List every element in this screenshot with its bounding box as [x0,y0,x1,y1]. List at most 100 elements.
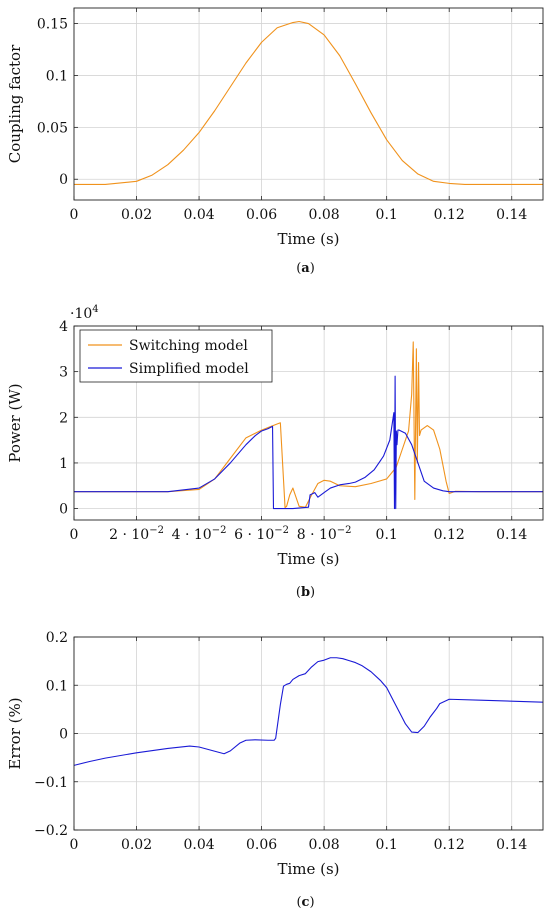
x-tick-label-text: 2 · 10 [109,527,149,543]
x-tick-label: 0.1 [376,207,398,223]
plot-frame [73,7,544,201]
y-tick-label: −0.2 [34,823,68,839]
x-tick-label: 0.14 [496,207,527,223]
x-tick-label: 0 [70,207,79,223]
chart-panel-a: 0 0.02 0.04 0.06 0.08 0.1 0.12 0.14 0 0.05 0.1 0.15… [6,7,544,276]
series-line-1 [73,657,544,766]
x-tick-label: 0.12 [434,527,465,543]
y-tick-label: 2 [59,410,68,426]
x-tick-label: 0.1 [376,837,398,853]
x-tick-label-text: 0.1 [376,527,398,543]
x-tick-label-text: 8 · 10 [297,527,337,543]
caption-part: c [302,895,310,910]
x-tick-label: 0 [70,527,79,543]
x-tick-label: 0.1 [376,527,398,543]
y-scale-factor-exponent: 4 [92,304,98,315]
y-tick-label: 3 [59,365,68,381]
legend-label-1: Switching model [129,338,248,354]
caption-part: ( [296,585,301,600]
x-tick-label: 0.08 [309,837,340,853]
y-scale-factor: ·104 [70,304,99,322]
chart-panel-c: 0 0.02 0.04 0.06 0.08 0.1 0.12 0.14 −0.2 −0.1 0 0.1… [6,630,544,910]
legend-label-2: Simplified model [129,361,249,377]
x-tick-label-exponent: −2 [274,525,289,536]
series-line-1 [74,20,543,185]
x-tick-label-text: 0.14 [496,837,527,853]
caption-part: ( [296,261,301,276]
x-tick-label-exponent: −2 [149,525,164,536]
y-tick-label: 0 [59,502,68,518]
plot-frame [73,325,544,521]
y-tick-label: −0.1 [34,775,68,791]
x-tick-label: 0.04 [183,837,214,853]
x-tick-label: 0.08 [309,207,340,223]
x-tick-label-text: 0.06 [246,837,277,853]
x-tick-label: 0.06 [246,837,277,853]
x-tick-label-exponent: −2 [212,525,227,536]
caption-part: a [301,261,310,276]
x-tick-label: 0.02 [121,207,152,223]
x-tick-label: 0.12 [434,837,465,853]
x-tick-label-text: 0.04 [183,837,214,853]
x-tick-label: 0.14 [496,527,527,543]
y-tick-label: 0.05 [37,120,68,136]
y-axis-label: Coupling factor [6,44,24,163]
x-tick-label-text: 0 [70,837,79,853]
y-tick-label: 0.2 [46,630,68,646]
x-tick-label: 0.12 [434,207,465,223]
x-tick-label-text: 6 · 10 [234,527,274,543]
x-tick-label: 0 [70,837,79,853]
x-axis-label: Time (s) [277,230,339,248]
x-tick-label: 2 · 10−2 [109,525,164,543]
x-axis-label: Time (s) [277,550,339,568]
x-tick-label: 0.06 [246,207,277,223]
y-axis-label: Power (W) [6,383,24,462]
x-tick-label-text: 4 · 10 [172,527,212,543]
x-tick-label-text: 0 [70,527,79,543]
panel-caption: (c) [296,895,314,910]
series-line-1 [74,341,543,509]
y-tick-label: 0.1 [46,678,68,694]
x-axis-label: Time (s) [277,860,339,878]
x-tick-label-text: 0.08 [309,207,340,223]
x-tick-label-text: 0.04 [183,207,214,223]
y-tick-label: 0.1 [46,68,68,84]
x-tick-label: 6 · 10−2 [234,525,289,543]
caption-part: ) [310,261,315,276]
x-tick-label-text: 0 [70,207,79,223]
x-tick-label-text: 0.06 [246,207,277,223]
x-tick-label-text: 0.08 [309,837,340,853]
legend-box [79,329,273,383]
x-tick-label-text: 0.12 [434,207,465,223]
x-tick-label-text: 0.14 [496,207,527,223]
caption-part: ( [296,895,301,910]
caption-part: b [301,585,310,600]
y-scale-factor-base: ·10 [70,306,92,322]
panel-caption: (b) [296,585,315,600]
x-tick-label-text: 0.02 [121,207,152,223]
y-tick-label: 1 [59,456,68,472]
x-tick-label-text: 0.02 [121,837,152,853]
y-tick-label: 0 [59,172,68,188]
caption-part: ) [309,895,314,910]
y-tick-label: 0 [59,727,68,743]
y-tick-label: 0.15 [37,17,68,33]
x-tick-label-text: 0.12 [434,837,465,853]
series-line-2 [74,375,543,510]
x-tick-label: 0.02 [121,837,152,853]
x-tick-label: 8 · 10−2 [297,525,352,543]
panel-caption: (a) [296,261,315,276]
x-tick-label-exponent: −2 [337,525,352,536]
x-tick-label-text: 0.1 [376,207,398,223]
x-tick-label: 4 · 10−2 [172,525,227,543]
x-tick-label-text: 0.12 [434,527,465,543]
x-tick-label: 0.14 [496,837,527,853]
y-axis-label: Error (%) [6,697,24,769]
y-tick-label: 4 [59,319,68,335]
caption-part: ) [310,585,315,600]
x-tick-label: 0.04 [183,207,214,223]
x-tick-label-text: 0.14 [496,527,527,543]
x-tick-label-text: 0.1 [376,837,398,853]
